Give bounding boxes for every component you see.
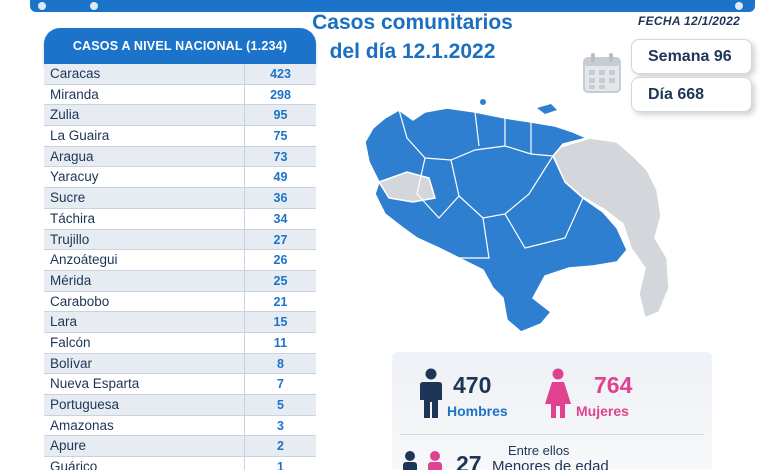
man-icon (420, 368, 442, 418)
top-banner (30, 0, 755, 12)
men-count: 470 (453, 372, 492, 398)
table-row: La Guaira 75 (44, 126, 316, 147)
state-name: Caracas (50, 66, 101, 81)
state-name: Mérida (50, 272, 92, 288)
case-count: 26 (244, 250, 316, 270)
table-row: Apure 2 (44, 436, 316, 458)
virus-icon (735, 2, 743, 10)
case-count: 1 (244, 457, 316, 470)
state-name: Yaracuy (50, 169, 99, 185)
table-row: Nueva Esparta 7 (44, 374, 316, 395)
case-count: 25 (244, 270, 316, 291)
venezuela-map (364, 99, 670, 333)
state-name: Aragua (50, 148, 94, 164)
state-borders (398, 109, 584, 259)
state-name: Amazonas (50, 417, 114, 433)
table-row: Bolívar 8 (44, 353, 316, 375)
title-line-1: Casos comunitarios (312, 11, 513, 34)
table-row: Carabobo 21 (44, 291, 316, 313)
table-row: Guárico 1 (44, 457, 316, 470)
table-row: Caracas 423 (44, 64, 316, 85)
calendar-icon (583, 53, 621, 93)
week-badge: Semana 96 (631, 39, 752, 74)
women-count: 764 (594, 372, 633, 398)
table-row: Portuguesa 5 (44, 395, 316, 416)
state-name: Zulia (50, 107, 80, 123)
table-row: Miranda 298 (44, 84, 316, 106)
table-row: Amazonas 3 (44, 415, 316, 437)
state-name: Falcón (50, 334, 91, 350)
map-region-inactive (548, 137, 670, 320)
map-region-active (364, 107, 628, 333)
case-count: 49 (244, 167, 316, 188)
minors-intro: Entre ellos (508, 443, 570, 458)
table-row: Yaracuy 49 (44, 167, 316, 189)
map-island (480, 99, 486, 105)
case-count: 11 (244, 332, 316, 353)
case-count: 423 (244, 64, 316, 84)
table-row: Lara 15 (44, 312, 316, 333)
state-name: Trujillo (50, 231, 90, 247)
minors-label: Menores de edad (492, 458, 609, 470)
state-name: Portuguesa (50, 397, 120, 412)
case-count: 21 (244, 291, 316, 312)
table-row: Aragua 73 (44, 146, 316, 168)
case-count: 8 (244, 353, 316, 374)
title-line-2: del día 12.1.2022 (329, 40, 496, 63)
case-count: 34 (244, 208, 316, 229)
table-row: Sucre 36 (44, 188, 316, 209)
women-label: Mujeres (576, 403, 629, 419)
cases-table: Caracas 423 Miranda 298 Zulia 95 La Guaira 75 Ar… (44, 64, 316, 470)
state-name: Bolívar (50, 355, 93, 371)
case-count: 75 (244, 126, 316, 146)
table-row: Táchira 34 (44, 208, 316, 230)
case-count: 27 (244, 229, 316, 250)
virus-icon (38, 2, 46, 10)
page-title: Casos comunitarios del día 12.1.2022 (300, 8, 525, 66)
map-region-active (537, 104, 557, 114)
case-count: 15 (244, 312, 316, 332)
case-count: 3 (244, 415, 316, 436)
table-row: Mérida 25 (44, 270, 316, 292)
state-name: Sucre (50, 190, 86, 206)
woman-icon (545, 368, 571, 418)
state-name: Nueva Esparta (50, 376, 140, 392)
children-icon (403, 451, 442, 470)
table-row: Trujillo 27 (44, 229, 316, 251)
case-count: 7 (244, 374, 316, 394)
table-title: CASOS A NIVEL NACIONAL (1.234) (44, 28, 316, 64)
state-name: Lara (50, 314, 78, 330)
case-count: 5 (244, 395, 316, 415)
date-label: FECHA 12/1/2022 (638, 14, 741, 28)
day-badge: Día 668 (631, 77, 752, 112)
case-count: 73 (244, 146, 316, 167)
case-count: 2 (244, 436, 316, 457)
case-count: 36 (244, 188, 316, 208)
state-name: Miranda (50, 86, 99, 102)
case-count: 298 (244, 84, 316, 105)
state-name: Apure (50, 438, 87, 454)
table-row: Falcón 11 (44, 332, 316, 354)
state-name: Táchira (50, 210, 96, 226)
table-row: Anzoátegui 26 (44, 250, 316, 271)
minors-count: 27 (456, 451, 482, 470)
state-name: Guárico (50, 459, 98, 470)
virus-icon (90, 2, 98, 10)
state-name: Carabobo (50, 293, 110, 309)
table-row: Zulia 95 (44, 105, 316, 127)
case-count: 95 (244, 105, 316, 126)
state-name: La Guaira (50, 128, 110, 144)
men-label: Hombres (447, 403, 508, 419)
state-name: Anzoátegui (50, 252, 118, 268)
